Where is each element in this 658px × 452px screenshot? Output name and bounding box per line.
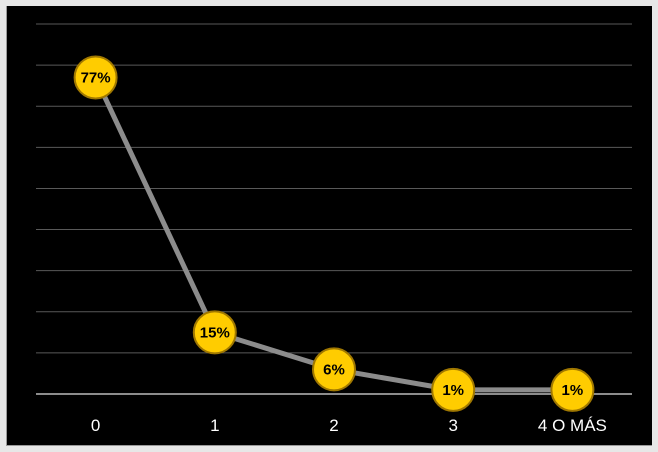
data-point [192, 310, 237, 355]
data-label: 15% [200, 324, 230, 341]
x-tick-label: 1 [210, 416, 219, 435]
data-point [550, 367, 595, 412]
data-label: 6% [323, 361, 345, 378]
x-tick-labels: 0 1 2 3 4 O MÁS [91, 416, 607, 435]
series-line-group [93, 74, 575, 393]
x-tick-label: 3 [448, 416, 457, 435]
data-label: 77% [81, 69, 111, 86]
x-tick-label: 4 O MÁS [538, 416, 607, 435]
data-point [312, 347, 356, 392]
markers: 77% 15% 6% 1% 1% [73, 55, 595, 412]
data-label: 1% [442, 382, 464, 399]
series-line [93, 74, 575, 393]
data-point [73, 55, 118, 100]
x-tick-label: 2 [329, 416, 338, 435]
x-tick-label: 0 [91, 416, 100, 435]
data-point [431, 367, 476, 412]
data-label: 1% [562, 382, 584, 399]
gridlines [36, 23, 632, 354]
